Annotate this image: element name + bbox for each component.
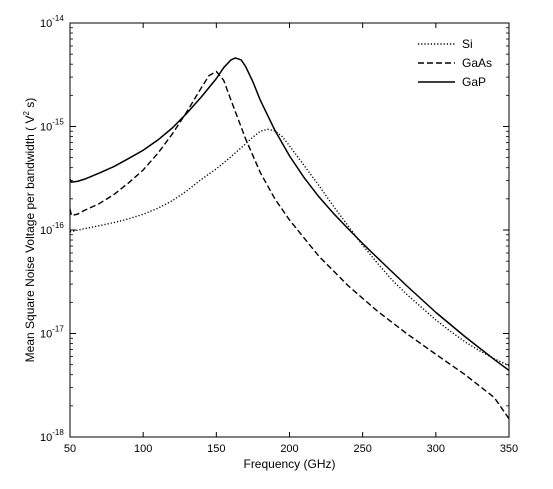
legend: Si GaAs GaP — [418, 37, 492, 89]
x-tick-label: 50 — [64, 443, 76, 455]
x-tick-label: 250 — [353, 443, 371, 455]
x-axis-label: Frequency (GHz) — [243, 457, 335, 471]
y-tick-label: 10-18 — [40, 428, 64, 444]
y-tick-label: 10-17 — [40, 325, 64, 341]
y-axis-label: Mean Square Noise Voltage per bandwidth … — [22, 98, 37, 363]
x-tick-label: 300 — [427, 443, 445, 455]
x-tick-label: 350 — [500, 443, 518, 455]
x-tick-label: 100 — [134, 443, 152, 455]
legend-label-si: Si — [462, 37, 473, 51]
x-tick-label: 150 — [207, 443, 225, 455]
series-layer — [70, 57, 509, 420]
legend-label-gaas: GaAs — [462, 56, 492, 70]
plot-frame — [69, 22, 510, 438]
series-line-gaas — [70, 70, 509, 420]
y-tick-label: 10-16 — [40, 221, 64, 237]
ticks-layer — [69, 22, 510, 438]
series-line-si — [70, 128, 509, 367]
series-line-gap — [70, 57, 509, 372]
legend-label-gap: GaP — [462, 75, 486, 89]
labels-layer: 50 100 150 200 250 300 350 10-18 10-17 10-16 10-15… — [22, 14, 518, 471]
y-tick-label: 10-14 — [40, 14, 64, 30]
y-tick-label: 10-15 — [40, 118, 64, 134]
x-tick-label: 200 — [280, 443, 298, 455]
